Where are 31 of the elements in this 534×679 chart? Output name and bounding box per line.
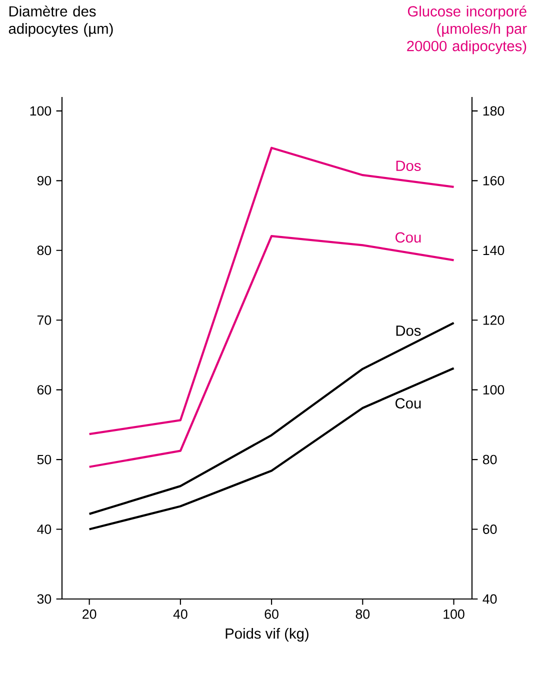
y-tick-label: 50 xyxy=(37,454,52,464)
y2-tick-label: 120 xyxy=(483,315,504,325)
y-tick-label: 90 xyxy=(37,176,52,186)
x-tick-label: 80 xyxy=(356,609,370,619)
x-tick-label: 20 xyxy=(82,609,96,619)
y-tick-label: 40 xyxy=(37,524,52,534)
y-tick-label: 60 xyxy=(37,385,52,395)
y2-tick-label: 160 xyxy=(483,176,504,186)
series-label: Cou xyxy=(396,232,421,243)
y2-tick-label: 40 xyxy=(482,594,497,604)
y2-tick-label: 60 xyxy=(483,524,497,534)
line-series xyxy=(88,322,455,516)
y-tick-label: 70 xyxy=(37,315,52,325)
series-label: Dos xyxy=(396,326,421,336)
y-tick-label: 80 xyxy=(37,246,52,256)
y2-tick-label: 180 xyxy=(483,106,504,116)
y-tick-label: 100 xyxy=(30,106,52,116)
y2-tick-label: 140 xyxy=(483,246,504,256)
series-label: Dos xyxy=(396,160,421,171)
y2-tick-label: 100 xyxy=(483,385,504,395)
x-tick-label: 100 xyxy=(444,609,464,619)
y2-tick-label: 80 xyxy=(482,454,497,464)
y-axis-title: Diamètre des adipocytes (µm) xyxy=(8,6,113,37)
x-axis-title: Poids vif (kg) xyxy=(226,628,308,642)
series-label: Cou xyxy=(396,398,421,409)
y-tick-label: 30 xyxy=(37,594,52,604)
line-series xyxy=(88,146,455,436)
x-tick-label: 60 xyxy=(264,609,278,619)
x-tick-label: 40 xyxy=(173,609,188,619)
line-series xyxy=(88,367,455,530)
y2-axis-title: Glucose incorporé (µmoles/h par 20000 adipocytes) xyxy=(407,6,527,54)
